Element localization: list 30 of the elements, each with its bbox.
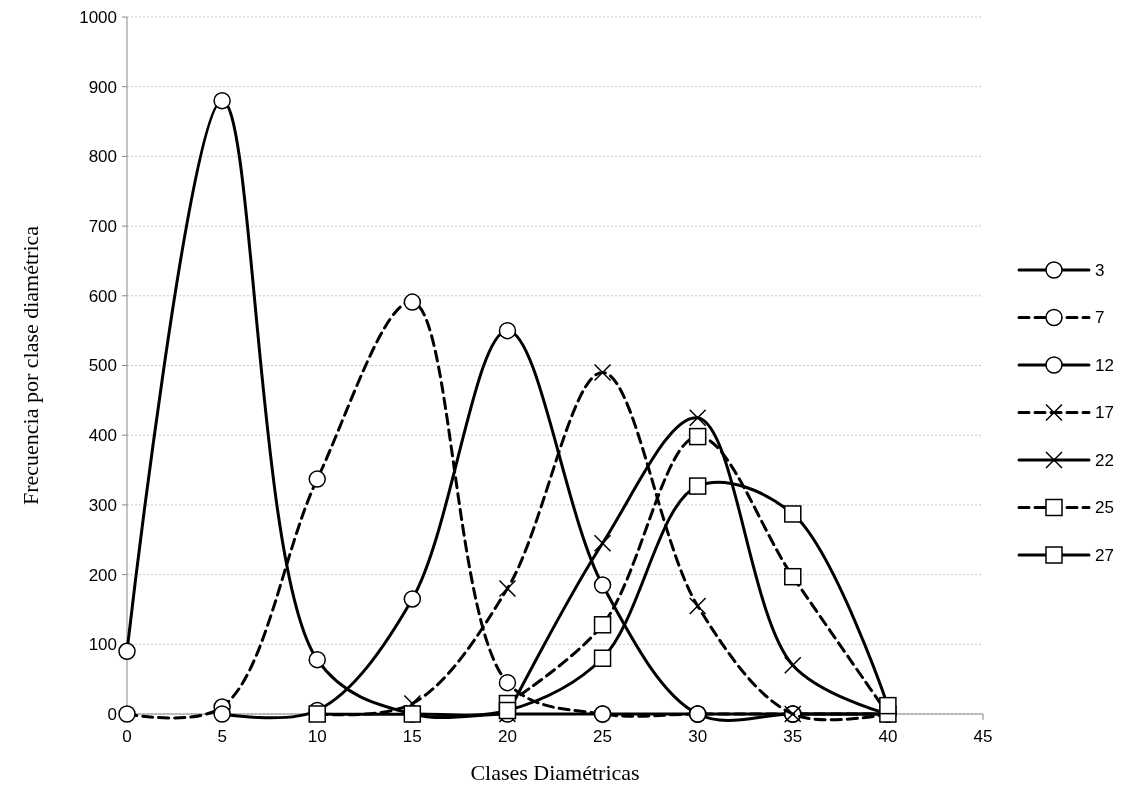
y-tick-label: 900	[88, 77, 117, 97]
legend-label: 22	[1095, 450, 1114, 470]
y-tick-label: 1000	[79, 7, 117, 27]
y-tick-label: 200	[88, 565, 117, 585]
y-axis-title: Frecuencia por clase diamétrica	[18, 225, 43, 506]
x-tick-label: 20	[497, 727, 517, 746]
legend-label: 12	[1095, 355, 1114, 375]
y-tick-label: 0	[107, 704, 117, 724]
x-tick-label: 15	[402, 727, 422, 746]
x-axis-title: Clases Diamétricas	[470, 760, 640, 785]
x-tick-label: 40	[878, 727, 898, 746]
x-tick-label: 5	[217, 727, 227, 746]
legend-label: 17	[1095, 403, 1114, 423]
x-tick-label: 0	[122, 727, 132, 746]
y-tick-label: 600	[88, 286, 117, 306]
y-tick-label: 100	[88, 635, 117, 655]
legend-label: 27	[1095, 545, 1114, 565]
y-tick-label: 300	[88, 495, 117, 515]
legend-label: 25	[1095, 498, 1114, 518]
y-tick-label: 400	[88, 426, 117, 446]
x-tick-label: 10	[307, 727, 327, 746]
legend-label: 3	[1095, 260, 1105, 280]
y-tick-label: 800	[88, 147, 117, 167]
x-tick-label: 25	[593, 727, 613, 746]
legend-label: 7	[1095, 308, 1105, 328]
x-tick-label: 35	[783, 727, 803, 746]
y-tick-label: 700	[88, 217, 117, 237]
x-tick-label: 45	[973, 727, 993, 746]
x-tick-label: 30	[688, 727, 708, 746]
y-tick-label: 500	[88, 356, 117, 376]
